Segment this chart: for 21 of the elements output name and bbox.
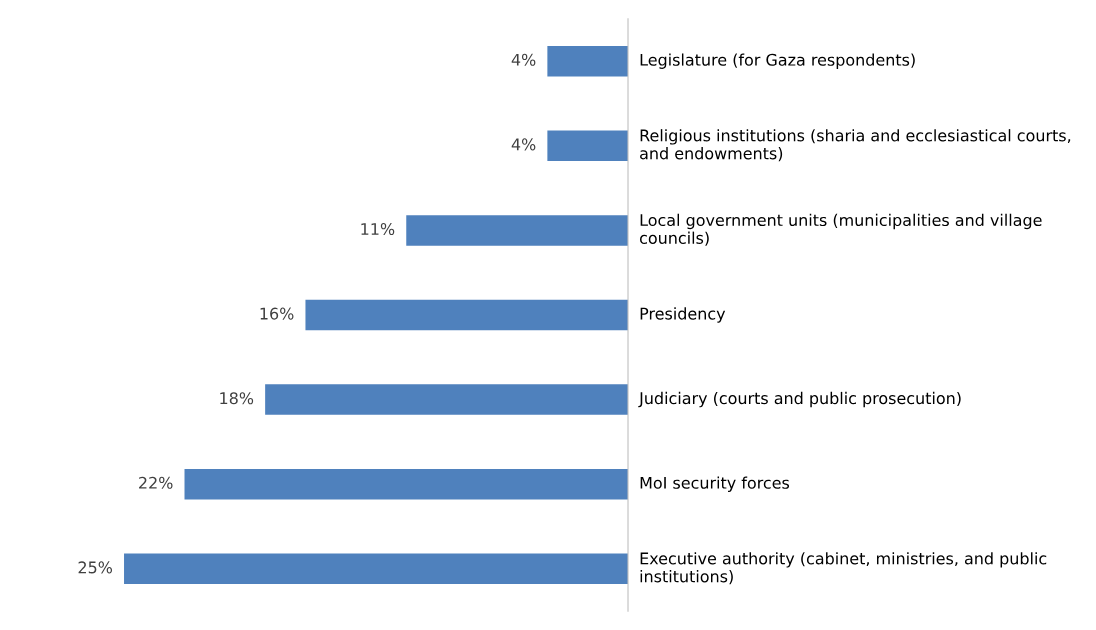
data-label: 11% [361,222,395,236]
y-tick-label: MoI security forces [640,476,790,492]
data-label: 4% [511,138,536,151]
bar [184,468,629,500]
data-label: 25% [78,561,113,574]
data-label: 22% [139,476,173,489]
y-tick-label: Local government units (municipalities and village councils) [640,213,1042,246]
y-tick-label: Legislature (for Gaza respondents) [640,53,915,69]
y-tick-label: Judiciary (courts and public prosecution) [638,391,961,408]
bar [265,384,629,415]
data-label: 4% [511,53,536,66]
data-label: 16% [260,307,294,320]
bar [547,130,629,162]
y-tick-label: Presidency [640,307,726,323]
data-label: 18% [220,392,254,405]
bar [124,553,629,585]
y-tick-label: Religious institutions (sharia and ecclesiastical courts, and endowments) [640,129,1071,162]
bar [305,299,629,331]
bar [547,45,629,77]
bar [406,215,629,246]
y-tick-label: Executive authority (cabinet, ministries, and public institutions) [640,552,1047,585]
